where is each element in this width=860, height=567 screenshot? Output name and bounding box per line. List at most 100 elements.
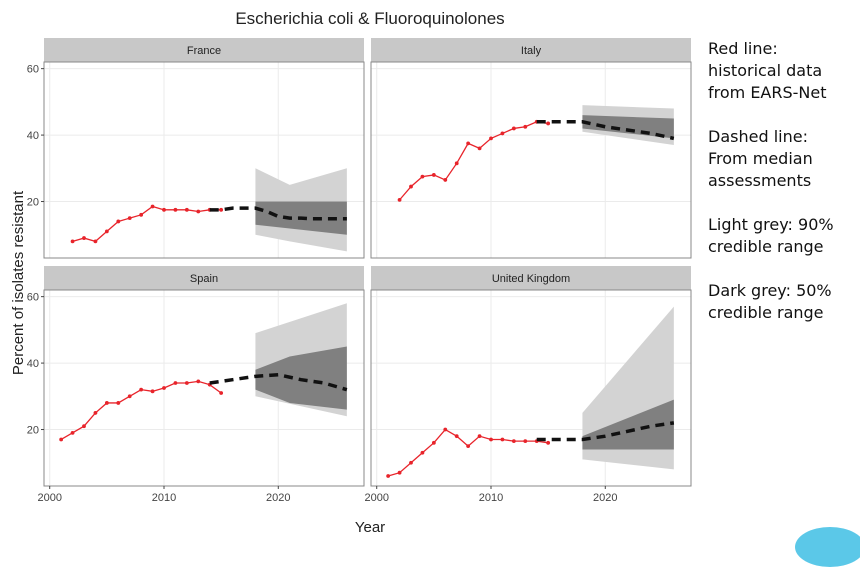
historical-line bbox=[399, 121, 549, 201]
historical-point bbox=[431, 173, 436, 177]
panel-border bbox=[43, 61, 365, 259]
panel-strip bbox=[371, 38, 691, 62]
historical-point bbox=[523, 439, 528, 444]
historical-point bbox=[397, 470, 402, 475]
historical-point bbox=[59, 437, 64, 442]
median-line bbox=[536, 120, 675, 141]
historical-point bbox=[184, 207, 189, 212]
panel-strip-label: Spain bbox=[190, 273, 218, 285]
historical-point bbox=[150, 204, 155, 209]
panel-strip-label: France bbox=[187, 45, 221, 57]
historical-point bbox=[443, 427, 448, 432]
historical-point bbox=[82, 236, 86, 240]
historical-point bbox=[500, 437, 505, 442]
historical-point bbox=[420, 450, 425, 455]
x-tick-label: 2000 bbox=[364, 492, 388, 504]
historical-point bbox=[162, 207, 166, 212]
historical-point bbox=[127, 394, 132, 399]
panel-france: France 20 40 60 bbox=[27, 38, 365, 259]
historical-point bbox=[93, 411, 98, 415]
note-dark-grey: Dark grey: 50% credible range bbox=[708, 281, 832, 322]
panel-italy: Italy bbox=[370, 38, 692, 259]
historical-point bbox=[173, 207, 178, 212]
note-red-line: Red line: historical data from EARS-Net bbox=[708, 39, 827, 102]
historical-point bbox=[82, 424, 86, 429]
panel-strip-label: Italy bbox=[521, 45, 542, 57]
historical-point bbox=[196, 379, 201, 384]
historical-point bbox=[104, 229, 109, 234]
x-tick-label: 2020 bbox=[593, 492, 617, 504]
historical-point bbox=[420, 174, 425, 179]
historical-point bbox=[116, 219, 121, 224]
y-axis-label: Percent of isolates resistant bbox=[10, 190, 27, 375]
historical-point bbox=[466, 444, 471, 449]
historical-point bbox=[70, 239, 75, 244]
historical-point bbox=[500, 131, 505, 136]
historical-point bbox=[477, 146, 482, 151]
panel-border bbox=[370, 61, 692, 259]
historical-point bbox=[196, 209, 201, 214]
median-line bbox=[536, 421, 675, 442]
panel-background bbox=[371, 62, 691, 258]
historical-point bbox=[466, 141, 471, 146]
y-tick-label: 40 bbox=[27, 358, 39, 370]
historical-point bbox=[397, 197, 402, 202]
historical-point bbox=[184, 381, 189, 385]
panel-strip-label: United Kingdom bbox=[492, 273, 570, 285]
historical-point bbox=[219, 391, 224, 395]
x-tick-label: 2000 bbox=[37, 492, 61, 504]
historical-point bbox=[139, 387, 144, 392]
historical-point bbox=[150, 389, 155, 394]
historical-point bbox=[127, 216, 132, 221]
x-axis-label: Year bbox=[355, 519, 385, 536]
historical-line bbox=[72, 205, 222, 243]
y-tick-label: 60 bbox=[27, 292, 39, 304]
historical-point bbox=[93, 239, 98, 244]
panel-border bbox=[370, 289, 692, 487]
note-dashed-line: Dashed line: From median assessments bbox=[708, 127, 813, 190]
historical-point bbox=[219, 207, 224, 212]
historical-point bbox=[116, 401, 121, 405]
decorative-blob bbox=[795, 527, 860, 567]
legend-notes: Red line: historical data from EARS-Net … bbox=[708, 38, 858, 346]
note-light-grey: Light grey: 90% credible range bbox=[708, 215, 834, 256]
x-tick-label: 2020 bbox=[266, 492, 290, 504]
panels: France 20 40 60 Italy Spain 20 40 60 2000 2010 2020… bbox=[27, 38, 692, 504]
historical-point bbox=[386, 474, 391, 478]
historical-point bbox=[546, 440, 551, 445]
historical-point bbox=[546, 121, 551, 126]
historical-point bbox=[104, 401, 109, 405]
historical-point bbox=[70, 430, 75, 435]
faceted-line-chart: Escherichia coli & Fluoroquinolones Perc… bbox=[10, 9, 692, 536]
historical-point bbox=[409, 460, 413, 465]
panel-strip bbox=[44, 266, 364, 290]
y-tick-label: 60 bbox=[27, 64, 39, 76]
y-tick-label: 40 bbox=[27, 130, 39, 142]
historical-point bbox=[443, 178, 448, 182]
historical-point bbox=[162, 386, 166, 390]
historical-point bbox=[409, 184, 413, 189]
historical-point bbox=[454, 434, 459, 439]
median-line bbox=[209, 206, 347, 221]
x-tick-label: 2010 bbox=[152, 492, 176, 504]
historical-point bbox=[139, 212, 144, 217]
panel-strip bbox=[44, 38, 364, 62]
panel-spain: Spain 20 40 60 2000 2010 2020 bbox=[27, 266, 365, 504]
panel-strip bbox=[371, 266, 691, 290]
panel-border bbox=[43, 289, 365, 487]
panel-united-kingdom: United Kingdom 2000 2010 2020 bbox=[364, 266, 692, 504]
historical-point bbox=[511, 126, 516, 131]
historical-point bbox=[489, 437, 493, 442]
chart-title: Escherichia coli & Fluoroquinolones bbox=[235, 9, 504, 28]
median-line bbox=[209, 372, 348, 392]
y-tick-label: 20 bbox=[27, 197, 39, 209]
historical-point bbox=[523, 124, 528, 129]
historical-point bbox=[173, 381, 178, 385]
band-50-credible bbox=[582, 115, 674, 139]
historical-point bbox=[489, 136, 493, 141]
x-tick-label: 2010 bbox=[479, 492, 503, 504]
historical-point bbox=[477, 434, 482, 439]
historical-point bbox=[511, 439, 516, 444]
historical-point bbox=[431, 440, 436, 445]
historical-point bbox=[454, 161, 459, 166]
